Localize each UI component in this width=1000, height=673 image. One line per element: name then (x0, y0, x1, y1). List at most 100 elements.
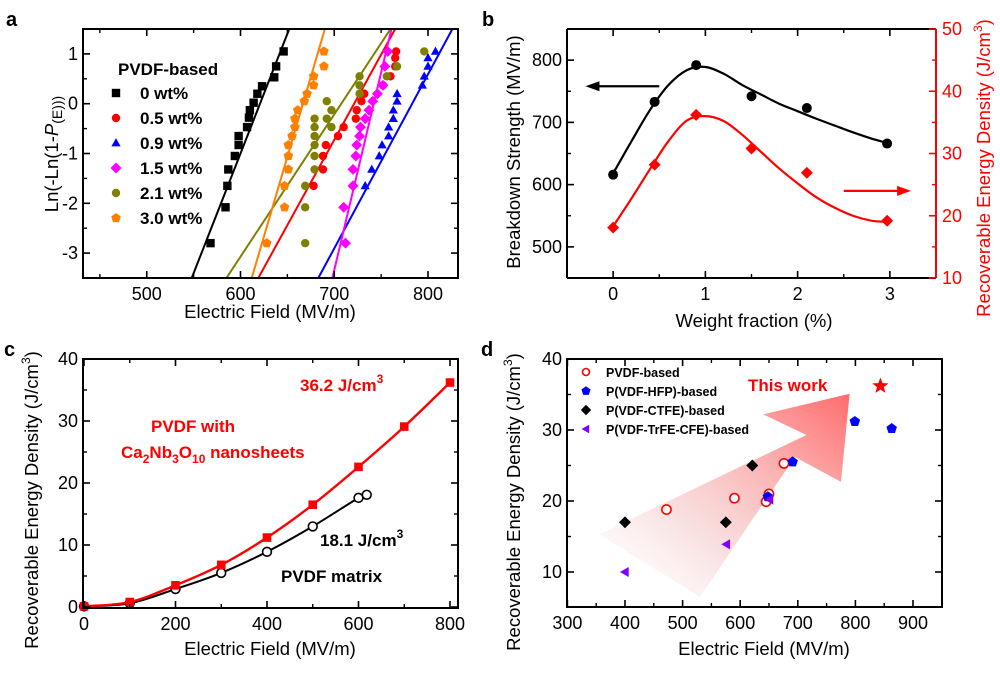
panel-a-point-2-1-wt (300, 238, 310, 248)
panel-b-right-y-tick-label: 40 (942, 81, 962, 101)
panel-a-point-2-1-wt (355, 72, 364, 81)
panel-a-point-0-9-wt (419, 71, 429, 80)
panel-a-legend-marker-0-5-wt (111, 113, 121, 123)
panel-b-point-breakdown (746, 91, 757, 102)
panel-a-point-0-9-wt (384, 131, 394, 140)
panel-a-point-0-wt (224, 165, 233, 174)
panel-c-point-matrix (261, 546, 273, 558)
panel-d-legend-marker-p-vdf-ctfe-based (580, 404, 592, 416)
panel-a-weibull-plot: 500 600 700 800 1 0 -1 -2 -3 PVDF-based 0 wt% 0.5… (41, 28, 459, 322)
panel-a-fit-line-0-9-wt (317, 29, 454, 278)
panel-a-point-0-9-wt (417, 80, 427, 89)
panel-b-left-y-tick-label: 800 (532, 50, 562, 70)
panel-b-fit-curve-energy (612, 115, 888, 227)
panel-a-point-2-1-wt (310, 140, 319, 150)
panel-d-point-p-vdf-trfe-cfe-based (764, 494, 774, 505)
panel-a-legend-label-1-5-wt: 1.5 wt% (140, 159, 202, 178)
panel-c-energy-vs-field: 0 200 400 600 800 0 10 20 30 40 36.2 J/cm3 PVDF w… (19, 349, 465, 659)
panel-a-point-0-wt (279, 47, 288, 56)
panel-a-y-tick-label: -3 (62, 243, 78, 263)
panel-b-left-y-axis-title: Breakdown Strength (MV/m) (503, 35, 524, 268)
panel-a-legend-marker-3-0-wt (111, 212, 121, 223)
panel-d-y-tick-label: 30 (542, 420, 562, 440)
panel-a-point-1-5-wt (367, 95, 379, 107)
panel-a-point-3-0-wt (299, 96, 310, 106)
panel-a-point-0-5-wt (318, 151, 328, 161)
panel-d-legend: PVDF-based P(VDF-HFP)-based P(VDF-CTFE)-ba… (580, 366, 749, 437)
panel-c-annotation-composite-line1: PVDF with (151, 417, 235, 436)
panel-c-point-nanosheet (125, 597, 135, 607)
panel-a-point-2-1-wt (355, 89, 364, 98)
panel-a-point-0-wt (270, 73, 279, 82)
panel-d-y-tick-label: 10 (542, 562, 562, 582)
panel-d-comparison: 300 400 500 600 700 800 900 10 20 30 40 PVDF-based… (501, 349, 943, 659)
panel-c-y-tick-label: 0 (68, 597, 78, 617)
panel-d-legend-label-pvdf-based: PVDF-based (606, 366, 680, 380)
panel-c-annotation-matrix-max: 18.1 J/cm3 (320, 527, 404, 550)
panel-a-point-3-0-wt (261, 238, 272, 248)
panel-b-point-energy (690, 108, 703, 121)
panel-c-point-nanosheet (445, 378, 455, 387)
panel-b-right-y-tick-label: 50 (942, 19, 962, 39)
panel-a-point-0-9-wt (388, 105, 398, 114)
panel-d-point-pvdf-based (778, 457, 790, 469)
panel-c-annotation-nanosheet-max: 36.2 J/cm3 (300, 372, 384, 395)
panel-a-point-0-9-wt (360, 181, 370, 190)
panel-a-fit-line-0-5-wt (257, 29, 397, 278)
panel-a-point-3-0-wt (283, 139, 294, 150)
panel-label-d: d (481, 339, 493, 361)
panel-d-point-pvdf-based (729, 492, 740, 504)
panel-b-point-breakdown (649, 96, 660, 107)
panel-b-x-tick-label: 0 (608, 284, 618, 304)
panel-a-legend-label-2-1-wt: 2.1 wt% (140, 184, 202, 203)
panel-a-point-2-1-wt (420, 47, 429, 56)
panel-a-point-0-5-wt (391, 47, 401, 56)
panel-a-point-2-1-wt (355, 81, 364, 90)
panel-a-point-2-1-wt (310, 165, 319, 174)
panel-d-point-pvdf-based (661, 504, 672, 515)
panel-d-x-tick-label: 300 (552, 613, 582, 633)
panel-a-point-3-0-wt (287, 131, 297, 141)
panel-a-legend-label-0-wt: 0 wt% (140, 84, 188, 103)
panel-d-legend-label-p-vdf-trfe-cfe-based: P(VDF-TrFE-CFE)-based (606, 423, 749, 437)
panel-d-this-work-star-icon (872, 377, 889, 393)
panel-a-point-1-5-wt (363, 104, 375, 116)
panel-b-point-energy (800, 166, 813, 179)
panel-a-legend-marker-1-5-wt (110, 162, 122, 174)
formula-text: Nb (149, 443, 172, 462)
panel-c-curve-matrix (83, 493, 368, 608)
panel-c-x-tick-label: 600 (343, 614, 373, 634)
panel-d-x-tick-label: 600 (725, 613, 755, 633)
panel-d-point-p-vdf-ctfe-based (619, 516, 631, 529)
panel-a-point-3-0-wt (279, 180, 290, 190)
panel-a-point-0-5-wt (357, 97, 366, 106)
panel-a-point-0-5-wt (333, 131, 343, 141)
panel-b-arrow-right-head (897, 185, 912, 196)
panel-a-point-0-9-wt (384, 122, 394, 131)
panel-c-point-nanosheet (262, 533, 272, 542)
panel-a-point-0-5-wt (351, 114, 361, 123)
panel-a-x-tick-label: 800 (413, 284, 443, 304)
panel-a-point-3-0-wt (308, 71, 319, 81)
panel-c-point-nanosheet (354, 462, 363, 472)
panel-b-point-breakdown (801, 103, 812, 114)
panel-c-point-matrix (216, 567, 227, 579)
formula-text: nanosheets (205, 443, 304, 462)
panel-a-point-1-5-wt (347, 180, 359, 192)
panel-d-legend-marker-p-vdf-hfp-based (581, 386, 591, 395)
panel-d-x-tick-label: 500 (668, 613, 698, 633)
panel-a-point-3-0-wt (292, 105, 303, 115)
panel-a-point-0-9-wt (392, 88, 402, 98)
panel-a-point-3-0-wt (308, 80, 319, 90)
panel-a-point-2-1-wt (327, 105, 336, 115)
panel-a-point-0-9-wt (377, 140, 387, 149)
formula-subscript: 3 (172, 452, 179, 466)
panel-d-point-p-vdf-ctfe-based (719, 516, 732, 529)
panel-a-point-0-5-wt (390, 53, 400, 63)
panel-a-point-1-5-wt (338, 201, 350, 213)
panel-c-x-axis-title: Electric Field (MV/m) (184, 638, 356, 659)
panel-a-legend: 0 wt% 0.5 wt% 0.9 wt% 1.5 wt% 2.1 wt% 3.0 wt% (110, 84, 202, 228)
panel-label-b: b (482, 9, 494, 31)
panel-c-x-tick-label: 0 (79, 614, 89, 634)
panel-d-point-p-vdf-trfe-cfe-based (619, 566, 629, 578)
